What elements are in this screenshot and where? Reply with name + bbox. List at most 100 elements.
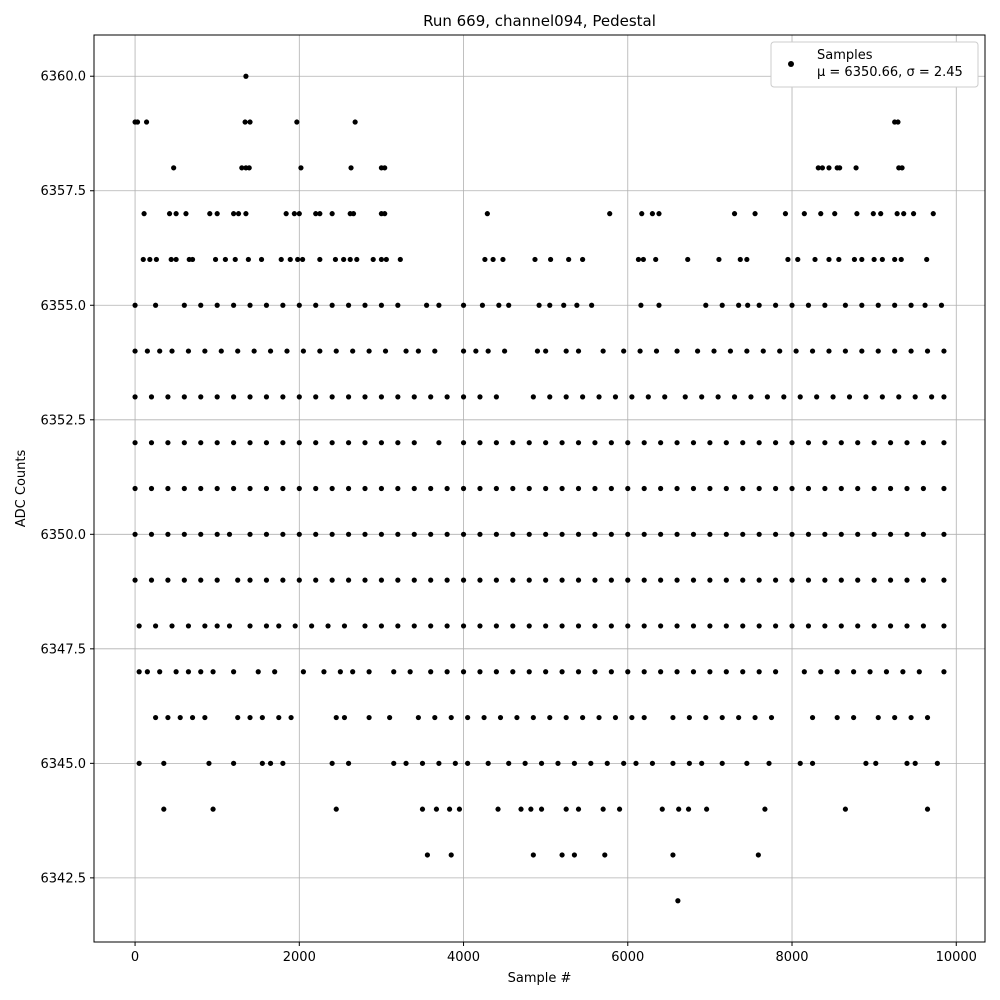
sample-point [912,760,918,766]
sample-point [571,852,578,858]
sample-point [674,348,680,354]
sample-point [300,669,307,675]
sample-point [313,394,319,400]
sample-point [608,485,614,492]
sample-point [132,348,138,354]
sample-point [152,714,159,721]
sample-point [247,119,253,125]
sample-point [795,256,801,263]
sample-point [904,531,910,537]
sample-point [941,440,947,446]
sample-point [198,669,204,675]
sample-point [629,714,635,721]
sample-point [723,485,729,492]
sample-point [510,440,516,446]
sample-point [604,760,610,766]
sample-point [653,348,660,354]
sample-point [329,485,335,492]
sample-point [522,760,528,766]
sample-point [477,394,483,400]
sample-point [280,302,286,308]
sample-point [280,531,286,537]
chart-title: Run 669, channel094, Pedestal [423,12,656,30]
sample-point [136,669,142,675]
sample-point [633,760,639,766]
sample-point [920,485,927,492]
sample-point [354,256,360,263]
sample-point [291,211,297,217]
sample-point [920,440,927,446]
sample-point [496,302,502,308]
sample-point [719,302,725,308]
sample-point [938,302,945,308]
sample-point [419,760,426,766]
sample-point [321,669,327,675]
sample-point [658,485,664,492]
sample-point [378,440,385,446]
sample-point [247,302,253,308]
sample-point [547,256,554,263]
sample-point [446,806,453,812]
sample-point [510,623,516,629]
sample-point [214,577,220,583]
sample-point [822,623,828,629]
sample-point [362,623,368,629]
sample-point [621,760,627,766]
sample-point [870,211,876,217]
sample-point [460,485,467,492]
sample-point [432,714,438,721]
sample-point [719,760,725,766]
sample-point [596,394,602,400]
sample-point [871,256,877,263]
sample-point [855,623,861,629]
sample-point [214,440,220,446]
sample-point [378,256,385,263]
sample-point [436,760,442,766]
sample-point [411,394,417,400]
sample-point [575,440,582,446]
sample-point [812,256,818,263]
sample-point [805,531,812,537]
sample-point [832,211,838,217]
sample-point [608,669,614,675]
sample-point [296,440,302,446]
sample-point [325,623,331,629]
sample-point [924,714,931,721]
sample-point [674,577,680,583]
sample-point [132,577,138,583]
sample-point [559,852,565,858]
sample-point [748,394,754,400]
sample-point [662,394,668,400]
sample-point [493,440,499,446]
sample-point [575,577,582,583]
sample-point [378,485,385,492]
sample-point [198,440,204,446]
sample-point [608,440,614,446]
sample-point [941,485,947,492]
sample-point [908,348,914,354]
sample-point [887,531,894,537]
sample-point [345,440,352,446]
sample-point [152,623,159,629]
sample-point [641,669,647,675]
sample-point [428,577,434,583]
sample-point [477,531,483,537]
sample-point [448,852,454,858]
sample-point [658,531,664,537]
sample-point [656,211,662,217]
sample-point [136,760,142,766]
sample-point [752,211,758,217]
sample-point [842,806,848,812]
sample-point [444,394,450,400]
y-tick-label: 6350.0 [41,528,87,543]
sample-point [736,714,742,721]
sample-point [838,485,844,492]
sample-point [592,485,598,492]
sample-point [641,440,647,446]
sample-point [814,394,820,400]
sample-point [298,165,304,171]
sample-point [559,669,565,675]
sample-point [789,485,795,492]
sample-point [641,531,647,537]
sample-point [715,394,721,400]
